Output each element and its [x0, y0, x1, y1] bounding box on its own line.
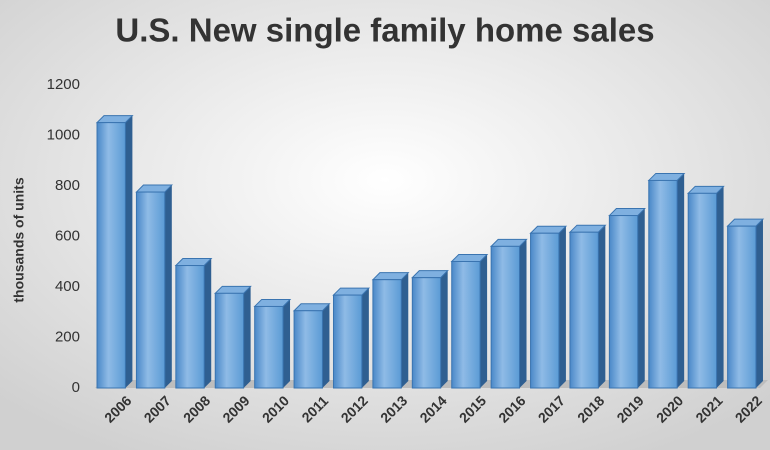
bar-top: [253, 298, 292, 307]
bar-side: [637, 208, 645, 388]
bar-side: [361, 288, 369, 388]
bar: [175, 265, 205, 389]
bar-side: [440, 270, 448, 388]
bar-top: [686, 185, 725, 194]
bar-side: [125, 115, 133, 388]
bar-side: [519, 239, 527, 388]
bar-top: [647, 172, 686, 181]
bar-top: [726, 218, 765, 227]
bar-side: [322, 303, 330, 388]
bar-top: [489, 238, 528, 247]
bar-side: [598, 225, 606, 388]
bar-top: [450, 253, 489, 262]
y-axis-label: thousands of units: [11, 177, 27, 302]
y-tick-label: 600: [55, 227, 80, 244]
bar: [530, 232, 560, 389]
bar-side: [401, 272, 409, 388]
bar-top: [371, 272, 410, 281]
bar-top: [529, 225, 568, 234]
bar: [490, 245, 521, 389]
bar-side: [558, 226, 566, 388]
bar-top: [292, 303, 331, 312]
bar: [411, 277, 442, 389]
bar: [135, 191, 166, 389]
y-tick-label: 800: [55, 177, 80, 194]
bar: [96, 122, 126, 389]
chart-title: U.S. New single family home sales: [115, 12, 654, 49]
bar-side: [243, 286, 251, 388]
bar-side: [716, 186, 724, 388]
bar: [648, 179, 678, 389]
bar-side: [755, 219, 763, 388]
bar: [293, 310, 323, 389]
bar-top: [608, 208, 646, 217]
bar-side: [204, 258, 212, 388]
bar-top: [174, 258, 213, 267]
bar-side: [480, 254, 488, 388]
bar-side: [164, 185, 172, 388]
bar: [451, 260, 481, 389]
bar-top: [568, 224, 607, 233]
bar: [214, 292, 245, 389]
bar-top: [411, 270, 449, 279]
bar-side: [283, 299, 291, 388]
bar: [608, 215, 639, 389]
bar: [332, 294, 363, 389]
y-tick-label: 0: [72, 379, 80, 396]
y-tick-label: 200: [55, 328, 80, 345]
bar-top: [214, 285, 252, 294]
bar-top: [135, 184, 174, 193]
bar: [372, 279, 402, 389]
y-tick-label: 400: [55, 278, 80, 295]
bar-side: [677, 173, 685, 388]
bar: [687, 192, 718, 389]
bar-top: [95, 115, 134, 124]
y-tick-label: 1000: [47, 126, 80, 143]
bar: [727, 225, 757, 389]
bar-top: [332, 287, 371, 296]
y-tick-label: 1200: [47, 76, 80, 93]
bar: [254, 305, 284, 389]
bar: [569, 231, 599, 389]
